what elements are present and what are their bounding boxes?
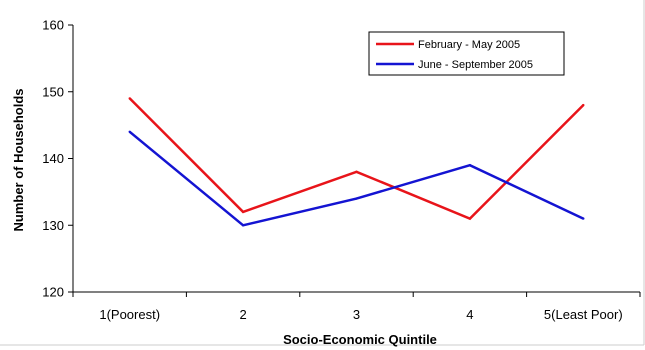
- data-point-series-2: [128, 130, 131, 133]
- data-point-series-1: [582, 103, 585, 107]
- legend-label-series-2: June - September 2005: [418, 59, 533, 71]
- data-point-series-1: [128, 97, 131, 100]
- y-axis-title: Number of Households: [11, 88, 26, 231]
- series-line-1: [128, 97, 585, 221]
- y-tick-label: 130: [42, 218, 64, 233]
- data-point-series-2: [468, 163, 472, 167]
- x-tick-label: 5(Least Poor): [544, 307, 623, 322]
- data-point-series-1: [468, 217, 472, 220]
- x-tick-label: 3: [353, 307, 360, 322]
- x-tick-label: 2: [239, 307, 246, 322]
- data-point-series-1: [355, 170, 358, 174]
- x-axis: 1(Poorest) 2 3 4 5(Least Poor): [72, 291, 641, 322]
- y-tick-label: 150: [42, 84, 64, 99]
- data-point-series-2: [241, 224, 245, 227]
- legend: February - May 2005 June - September 200…: [368, 31, 565, 76]
- legend-box: [368, 31, 565, 76]
- data-point-series-2: [355, 197, 358, 200]
- y-tick-label: 140: [42, 151, 64, 166]
- y-tick-label: 120: [42, 285, 64, 300]
- x-tick-label: 1(Poorest): [99, 307, 160, 322]
- data-point-series-1: [241, 210, 245, 214]
- series-lines: [128, 97, 585, 227]
- series-line-2: [128, 130, 584, 227]
- x-axis-title: Socio-Economic Quintile: [283, 332, 437, 347]
- y-axis: 120 130 140 150 160: [42, 18, 74, 300]
- y-tick-label: 160: [42, 18, 64, 33]
- x-tick-label: 4: [466, 307, 473, 322]
- data-point-series-2: [582, 217, 585, 220]
- legend-label-series-1: February - May 2005: [418, 39, 520, 51]
